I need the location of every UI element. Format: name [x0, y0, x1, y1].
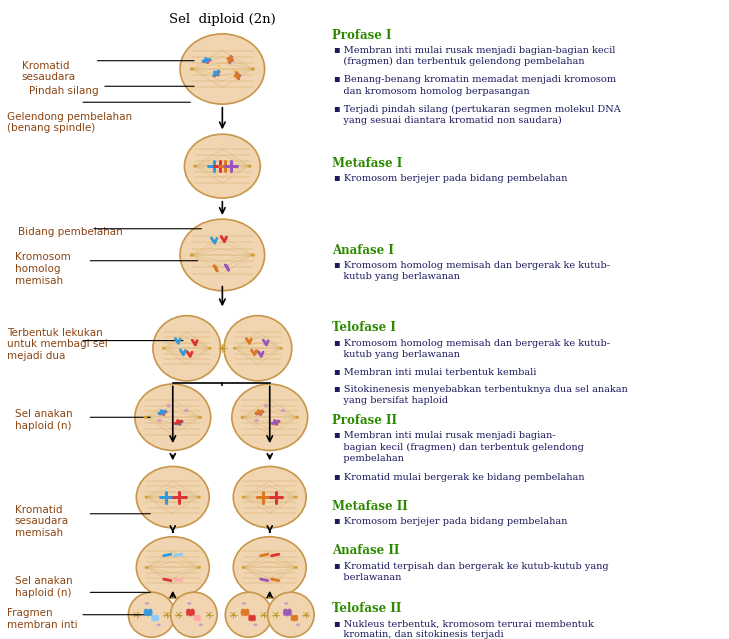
Ellipse shape — [218, 65, 220, 67]
Text: ▪ Kromosom berjejer pada bidang pembelahan: ▪ Kromosom berjejer pada bidang pembelah… — [334, 517, 567, 526]
Ellipse shape — [136, 466, 209, 528]
Ellipse shape — [199, 624, 203, 626]
Ellipse shape — [224, 316, 292, 381]
Ellipse shape — [241, 496, 245, 498]
Text: ▪ Membran inti mulai rusak menjadi bagian-bagian kecil
   (fragmen) dan terbentu: ▪ Membran inti mulai rusak menjadi bagia… — [334, 46, 615, 66]
Ellipse shape — [268, 592, 314, 637]
Text: Sel anakan
haploid (n): Sel anakan haploid (n) — [15, 409, 72, 431]
Text: Metafase I: Metafase I — [332, 157, 402, 169]
Text: Profase II: Profase II — [332, 414, 397, 427]
Ellipse shape — [281, 409, 285, 412]
Text: Bidang pembelahan: Bidang pembelahan — [18, 227, 123, 237]
Ellipse shape — [208, 347, 211, 350]
Ellipse shape — [144, 610, 153, 615]
Text: Metafase II: Metafase II — [332, 500, 408, 512]
Text: ▪ Membran inti mulai terbentuk kembali: ▪ Membran inti mulai terbentuk kembali — [334, 368, 537, 377]
Ellipse shape — [162, 347, 165, 350]
Text: Anafase I: Anafase I — [332, 244, 394, 257]
Ellipse shape — [279, 347, 283, 350]
Text: ▪ Benang-benang kromatin memadat menjadi kromosom
   dan kromosom homolog berpas: ▪ Benang-benang kromatin memadat menjadi… — [334, 75, 616, 95]
Ellipse shape — [241, 415, 244, 419]
Text: ▪ Kromosom homolog memisah dan bergerak ke kutub-
   kutub yang berlawanan: ▪ Kromosom homolog memisah dan bergerak … — [334, 261, 610, 281]
Text: ▪ Kromosom berjejer pada bidang pembelahan: ▪ Kromosom berjejer pada bidang pembelah… — [334, 174, 567, 183]
Ellipse shape — [198, 566, 201, 569]
Ellipse shape — [136, 537, 209, 598]
Ellipse shape — [225, 592, 272, 637]
Ellipse shape — [291, 616, 298, 620]
Ellipse shape — [283, 610, 292, 615]
Ellipse shape — [157, 419, 162, 422]
Text: Fragmen
membran inti: Fragmen membran inti — [7, 608, 78, 630]
Ellipse shape — [184, 134, 260, 198]
Ellipse shape — [186, 610, 195, 615]
Ellipse shape — [295, 496, 298, 498]
Text: Terbentuk lekukan
untuk membagi sel
mejadi dua: Terbentuk lekukan untuk membagi sel meja… — [7, 328, 108, 361]
Text: Anafase II: Anafase II — [332, 544, 399, 557]
Text: Gelendong pembelahan
(benang spindle): Gelendong pembelahan (benang spindle) — [7, 112, 133, 134]
Ellipse shape — [284, 602, 288, 605]
Ellipse shape — [233, 466, 306, 528]
Ellipse shape — [184, 409, 188, 412]
Text: ▪ Kromosom homolog memisah dan bergerak ke kutub-
   kutub yang berlawanan: ▪ Kromosom homolog memisah dan bergerak … — [334, 339, 610, 358]
Ellipse shape — [198, 496, 201, 498]
Text: ▪ Sitokinenesis menyebabkan terbentuknya dua sel anakan
   yang bersifat haploid: ▪ Sitokinenesis menyebabkan terbentuknya… — [334, 385, 628, 405]
Ellipse shape — [190, 253, 194, 257]
Text: ▪ Nukleus terbentuk, kromosom terurai membentuk
   kromatin, dan sitokinesis ter: ▪ Nukleus terbentuk, kromosom terurai me… — [334, 619, 593, 639]
Ellipse shape — [198, 415, 202, 419]
Ellipse shape — [193, 165, 197, 167]
Ellipse shape — [241, 566, 245, 569]
Ellipse shape — [180, 219, 265, 291]
Ellipse shape — [194, 616, 201, 620]
Ellipse shape — [171, 592, 217, 637]
Text: Pindah silang: Pindah silang — [29, 86, 99, 96]
Text: ▪ Membran inti mulai rusak menjadi bagian-
   bagian kecil (fragmen) dan terbent: ▪ Membran inti mulai rusak menjadi bagia… — [334, 431, 584, 463]
Ellipse shape — [167, 404, 171, 407]
Ellipse shape — [144, 496, 148, 498]
Ellipse shape — [233, 537, 306, 598]
Ellipse shape — [264, 404, 268, 407]
Text: Kromosom
homolog
memisah: Kromosom homolog memisah — [15, 252, 70, 286]
Text: Sel  diploid (2n): Sel diploid (2n) — [169, 13, 276, 26]
Ellipse shape — [187, 602, 191, 605]
Ellipse shape — [144, 566, 148, 569]
Text: ▪ Kromatid terpisah dan bergerak ke kutub-kutub yang
   berlawanan: ▪ Kromatid terpisah dan bergerak ke kutu… — [334, 562, 609, 581]
Ellipse shape — [251, 67, 255, 71]
Ellipse shape — [249, 616, 256, 620]
Ellipse shape — [190, 67, 194, 71]
Ellipse shape — [232, 384, 308, 450]
Ellipse shape — [254, 419, 259, 422]
Ellipse shape — [157, 624, 160, 626]
Ellipse shape — [254, 624, 257, 626]
Ellipse shape — [153, 316, 221, 381]
Text: Kromatid
sesaudara: Kromatid sesaudara — [22, 61, 76, 82]
Text: ▪ Terjadi pindah silang (pertukaran segmen molekul DNA
   yang sesuai diantara k: ▪ Terjadi pindah silang (pertukaran segm… — [334, 105, 620, 125]
Ellipse shape — [296, 624, 300, 626]
Ellipse shape — [180, 34, 265, 104]
Ellipse shape — [248, 165, 252, 167]
Ellipse shape — [295, 566, 298, 569]
Ellipse shape — [251, 253, 255, 257]
Ellipse shape — [144, 415, 147, 419]
Ellipse shape — [152, 616, 159, 620]
Text: Kromatid
sesaudara
memisah: Kromatid sesaudara memisah — [15, 505, 69, 538]
Ellipse shape — [135, 384, 211, 450]
Ellipse shape — [233, 347, 236, 350]
Ellipse shape — [145, 602, 149, 605]
Ellipse shape — [233, 70, 235, 72]
Text: Telofase II: Telofase II — [332, 602, 401, 615]
Ellipse shape — [242, 602, 246, 605]
Ellipse shape — [128, 592, 175, 637]
Ellipse shape — [295, 415, 299, 419]
Ellipse shape — [241, 610, 250, 615]
Text: ▪ Kromatid mulai bergerak ke bidang pembelahan: ▪ Kromatid mulai bergerak ke bidang pemb… — [334, 473, 585, 482]
Text: Sel anakan
haploid (n): Sel anakan haploid (n) — [15, 576, 72, 598]
Text: Profase I: Profase I — [332, 29, 391, 42]
Text: Telofase I: Telofase I — [332, 321, 396, 334]
